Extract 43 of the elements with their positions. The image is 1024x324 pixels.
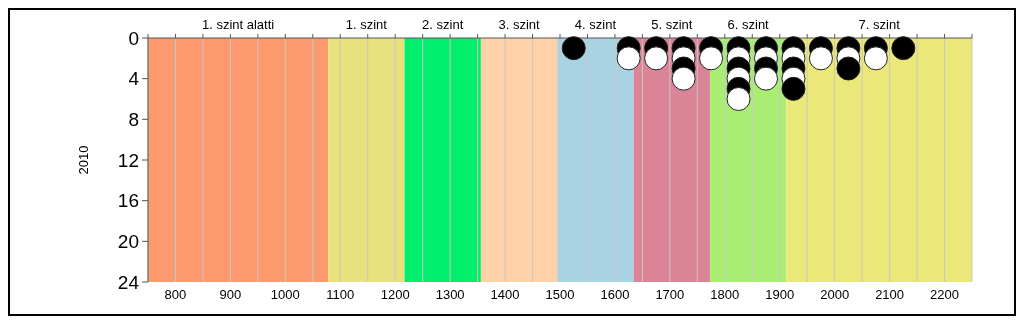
point [644,46,669,71]
x-tick-label: 1100 [326,287,355,302]
band-label: 7. szint [858,17,901,32]
point [561,36,586,61]
x-tick-label: 900 [219,287,242,302]
x-tick-label: 1500 [545,287,575,302]
band-label: 1. szint alatti [201,17,275,32]
point [699,46,724,71]
point [836,56,861,81]
point [754,66,778,91]
point [671,66,696,91]
x-tick-label: 800 [164,287,187,302]
x-tick-label: 2000 [820,287,850,302]
band-label: 6. szint [727,17,770,32]
point [808,46,833,71]
y-tick-label: 20 [117,230,139,252]
band-label: 2. szint [422,17,464,32]
x-tick-label: 1900 [765,287,795,302]
x-tick-label: 2100 [875,287,905,302]
point [781,76,806,101]
band-label: 1. szint [345,17,388,32]
x-tick-label: 1600 [600,287,630,302]
point [891,36,916,61]
y-tick-label: 0 [128,27,139,49]
band-label: 5. szint [651,17,693,32]
x-tick-label: 1300 [435,287,465,302]
x-tick-label: 1200 [380,287,410,302]
x-tick-label: 1400 [490,287,520,302]
x-tick-label: 1800 [710,287,740,302]
y-tick-label: 16 [117,190,139,212]
band-label: 3. szint [498,17,541,32]
y-tick-label: 8 [128,108,139,130]
point [616,46,641,71]
y-tick-label: 24 [117,271,140,293]
x-tick-label: 2200 [930,287,959,302]
y-tick-label: 12 [117,149,139,171]
band-label: 4. szint [574,17,617,32]
x-tick-label: 1000 [270,287,300,302]
y-tick-label: 4 [128,68,140,90]
y-axis-title: 2010 [76,145,91,175]
point [726,87,751,111]
point [863,46,888,71]
x-tick-label: 1700 [655,287,685,302]
